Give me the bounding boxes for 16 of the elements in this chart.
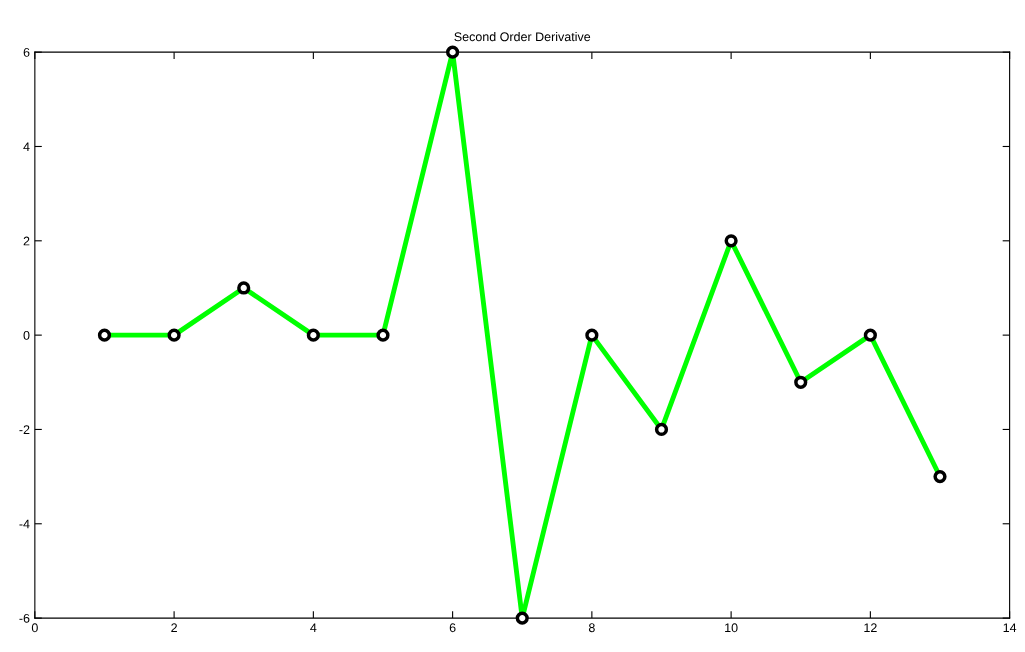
x-tick-label: 0 xyxy=(31,623,38,633)
x-tick-label: 8 xyxy=(588,623,595,633)
x-tick-label: 10 xyxy=(725,623,738,633)
chart-title: Second Order Derivative xyxy=(454,31,591,42)
x-tick-label: 14 xyxy=(1003,623,1017,633)
y-tick-label: -6 xyxy=(19,613,30,623)
y-tick-label: -2 xyxy=(19,425,30,434)
y-tick-label: -4 xyxy=(19,519,30,529)
x-tick-label: 6 xyxy=(449,623,456,633)
x-tick-label: 2 xyxy=(171,623,177,633)
y-tick-label: 0 xyxy=(23,330,30,340)
x-tick-label: 4 xyxy=(310,623,317,633)
x-tick-label: 12 xyxy=(864,623,877,633)
y-tick-label: 2 xyxy=(23,236,30,246)
y-tick-label: 4 xyxy=(23,142,30,152)
y-tick-label: 6 xyxy=(23,47,30,57)
